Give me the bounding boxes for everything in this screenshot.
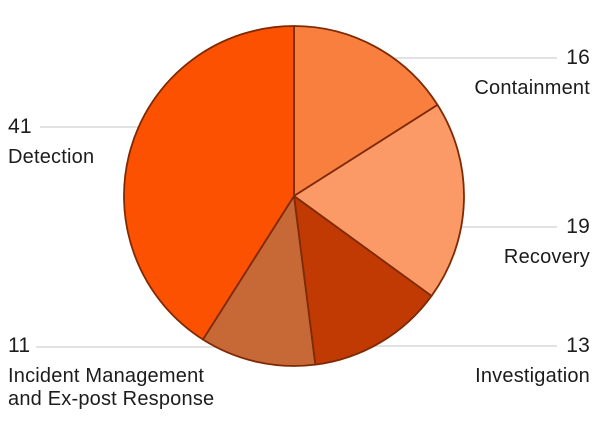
- pie-slices: [123, 25, 465, 367]
- callout-investigation: 13 Investigation: [475, 334, 590, 388]
- pie-slice-recovery: [293, 104, 465, 297]
- callout-investigation-value: 13: [566, 334, 590, 357]
- callout-recovery: 19 Recovery: [504, 215, 590, 269]
- pie-slice-incident-management: [202, 195, 317, 367]
- leader-lines: [36, 57, 557, 348]
- callout-recovery-value: 19: [566, 215, 590, 238]
- callout-detection-label: Detection: [8, 146, 95, 168]
- pie-slice-investigation: [293, 195, 433, 366]
- pie-slice-containment: [293, 25, 439, 197]
- callout-incident-management-value: 11: [8, 334, 31, 357]
- callout-investigation-label: Investigation: [475, 365, 590, 387]
- callout-incident-management: 11 Incident Management and Ex-post Respo…: [8, 334, 223, 411]
- callout-containment: 16 Containment: [474, 46, 590, 100]
- callout-containment-label: Containment: [474, 77, 590, 99]
- callout-containment-value: 16: [566, 46, 590, 69]
- callout-recovery-label: Recovery: [503, 246, 590, 268]
- callout-detection-value: 41: [8, 115, 32, 138]
- callout-detection: 41 Detection: [8, 115, 94, 169]
- callout-incident-management-label: Incident Management and Ex-post Response: [8, 365, 215, 410]
- pie-slice-detection: [123, 25, 295, 341]
